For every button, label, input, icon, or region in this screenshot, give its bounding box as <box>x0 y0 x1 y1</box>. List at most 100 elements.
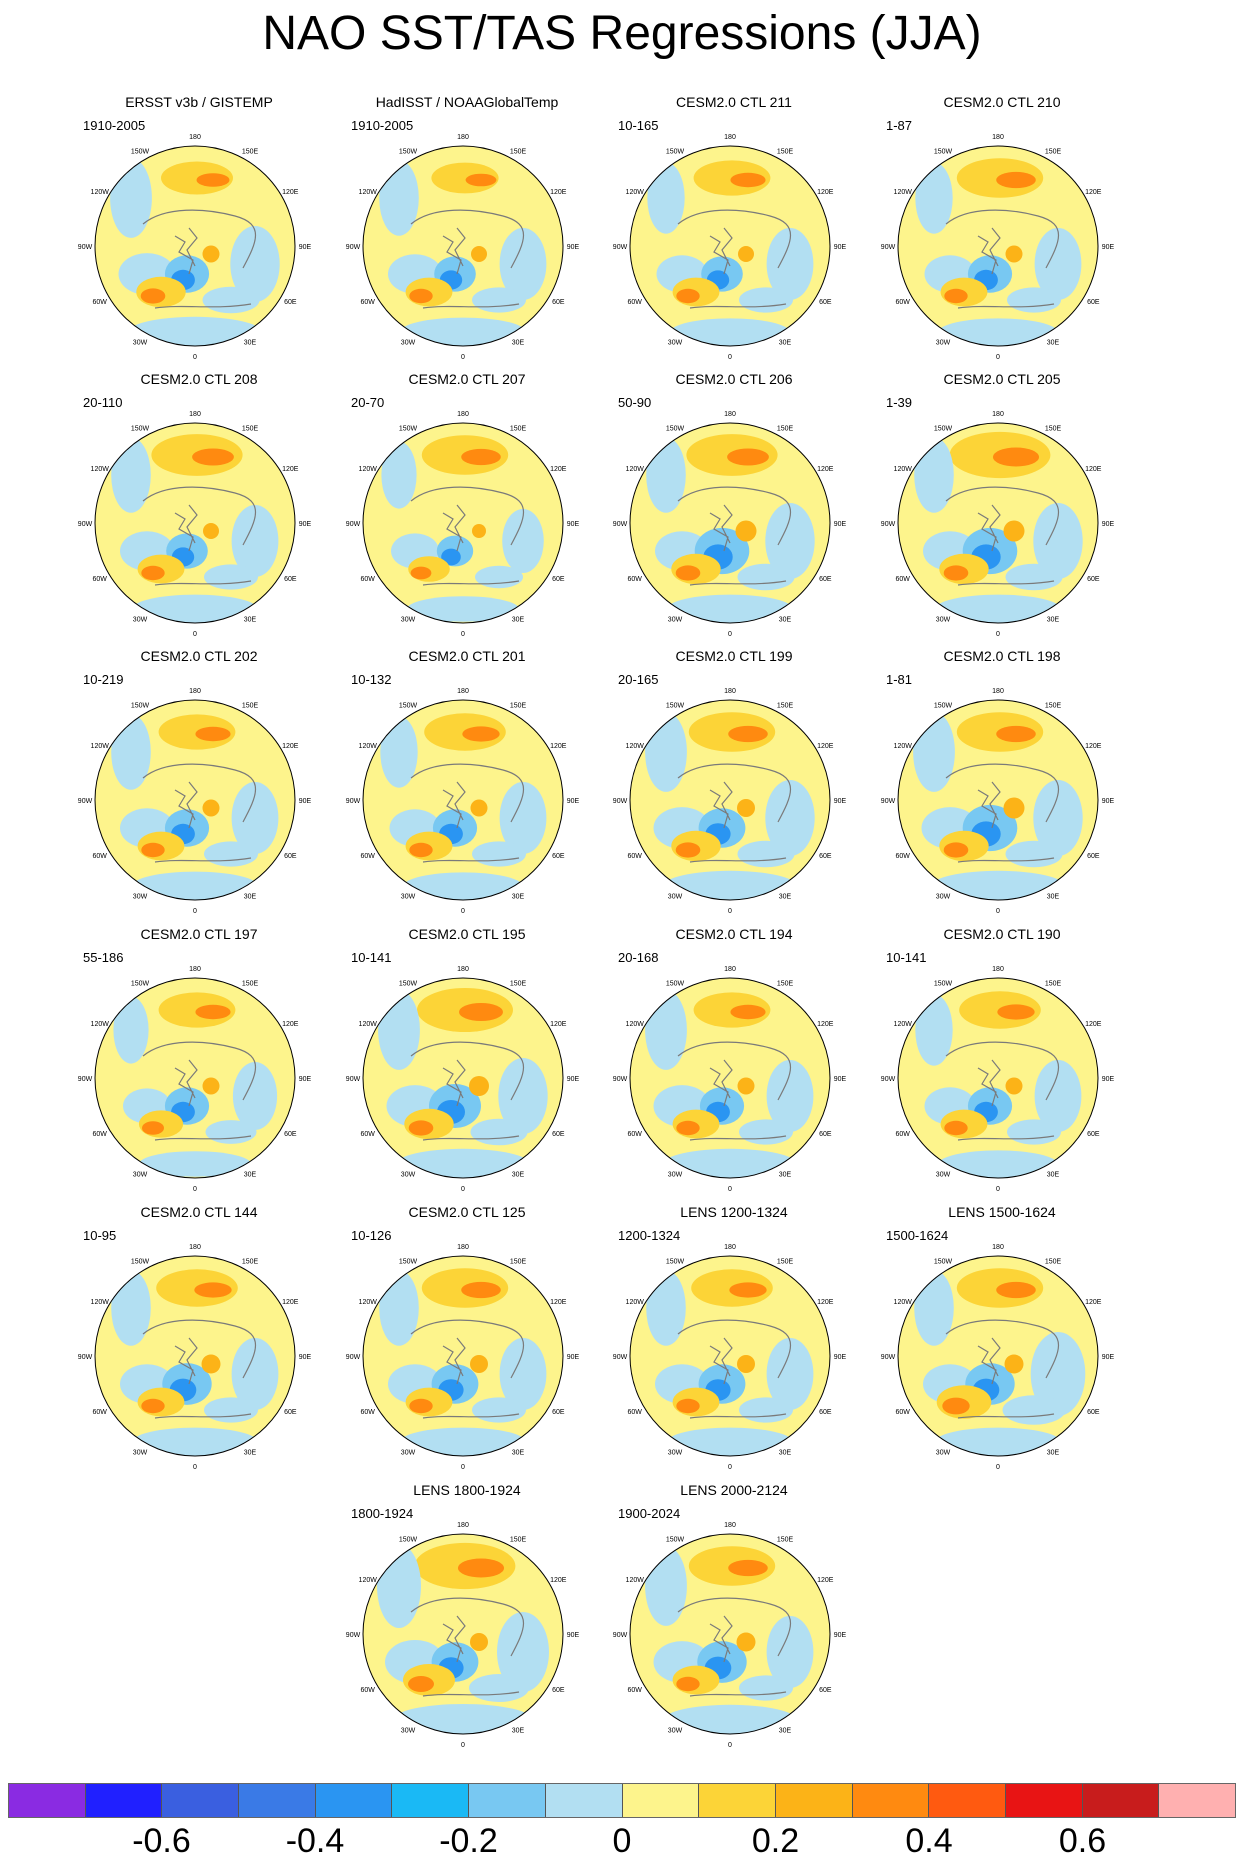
longitude-label: 180 <box>189 411 201 418</box>
longitude-label: 120W <box>626 189 645 196</box>
anomaly-region <box>944 1120 968 1136</box>
longitude-label: 30W <box>668 1171 683 1178</box>
coastlines <box>142 486 256 586</box>
longitude-label: 150E <box>777 149 794 156</box>
longitude-label: 30W <box>936 1171 951 1178</box>
longitude-label: 180 <box>992 688 1004 695</box>
longitude-label: 30E <box>244 1449 257 1456</box>
map-boundary <box>362 422 564 624</box>
anomaly-region <box>645 712 687 792</box>
map-panel: CESM2.0 CTL 205 1-39 180 150E 120E 90E 60E 30E 0… <box>872 371 1132 643</box>
anomaly-region <box>727 448 769 466</box>
map-boundary <box>897 1255 1099 1457</box>
colorbar-swatch <box>469 1784 546 1817</box>
anomaly-region <box>499 228 547 300</box>
longitude-label: 60W <box>92 576 107 583</box>
anomaly-region <box>938 318 1058 346</box>
longitude-label: 30E <box>1047 893 1060 900</box>
polar-map: 180 150E 120E 90E 60E 30E 0 30W 60W 90W 120W 150W <box>613 1244 847 1471</box>
coastlines <box>410 1041 524 1141</box>
longitude-label: 150E <box>510 1537 527 1544</box>
longitude-label: 120W <box>626 1577 645 1584</box>
longitude-label: 60W <box>92 1131 107 1138</box>
longitude-label: 180 <box>724 688 736 695</box>
longitude-label: 120W <box>894 743 913 750</box>
panel-title: CESM2.0 CTL 201 <box>408 648 526 664</box>
anomaly-region <box>396 1148 530 1178</box>
longitude-label: 60W <box>627 1687 642 1694</box>
anomaly-region <box>230 226 280 302</box>
colorbar-swatch <box>315 1784 393 1817</box>
colorbar-swatch <box>162 1784 240 1817</box>
longitude-label: 0 <box>461 354 465 361</box>
panel-years: 10-141 <box>886 950 927 965</box>
polar-map: 180 150E 120E 90E 60E 30E 0 30W 60W 90W 120W 150W <box>346 411 580 638</box>
anomaly-region <box>736 1632 756 1652</box>
anomaly-region <box>914 437 954 513</box>
longitude-label: 180 <box>992 966 1004 973</box>
longitude-label: 150W <box>666 981 685 988</box>
longitude-label: 60E <box>552 299 565 306</box>
longitude-label: 90E <box>299 1076 312 1083</box>
map-boundary <box>362 1255 564 1457</box>
longitude-label: 120E <box>550 1577 567 1584</box>
anomaly-region <box>1002 1395 1066 1425</box>
coastlines <box>410 1319 524 1419</box>
longitude-label: 30W <box>936 893 951 900</box>
anomaly-region <box>997 1004 1035 1020</box>
anomaly-region <box>667 594 793 623</box>
anomaly-region <box>992 447 1040 467</box>
anomaly-region <box>943 565 969 581</box>
longitude-label: 60E <box>284 1409 297 1416</box>
longitude-label: 0 <box>996 631 1000 638</box>
longitude-label: 180 <box>724 1244 736 1251</box>
longitude-label: 180 <box>992 411 1004 418</box>
anomaly-region <box>471 246 487 262</box>
longitude-label: 120W <box>359 1299 378 1306</box>
colorbar-swatch <box>622 1784 700 1817</box>
coastlines <box>410 763 524 863</box>
longitude-label: 150E <box>777 703 794 710</box>
longitude-label: 0 <box>461 631 465 638</box>
longitude-label: 150E <box>242 149 259 156</box>
polar-map: 180 150E 120E 90E 60E 30E 0 30W 60W 90W 120W 150W <box>78 134 312 361</box>
map-boundary <box>94 977 296 1179</box>
longitude-label: 30E <box>1047 1171 1060 1178</box>
anomaly-region <box>663 870 797 900</box>
polar-map: 180 150E 120E 90E 60E 30E 0 30W 60W 90W 120W 150W <box>78 688 312 915</box>
anomaly-region <box>203 523 219 539</box>
coastlines <box>945 486 1059 586</box>
longitude-label: 90E <box>834 521 847 528</box>
anomaly-region <box>1034 228 1082 300</box>
anomaly-region <box>498 1058 548 1134</box>
longitude-label: 120E <box>1085 466 1102 473</box>
longitude-label: 30E <box>244 893 257 900</box>
colorbar-swatch <box>852 1784 930 1817</box>
longitude-label: 60W <box>360 299 375 306</box>
longitude-label: 150W <box>131 981 150 988</box>
longitude-label: 90W <box>346 1632 361 1639</box>
longitude-label: 60W <box>360 1409 375 1416</box>
polar-map: 180 150E 120E 90E 60E 30E 0 30W 60W 90W 120W 150W <box>346 966 580 1193</box>
longitude-label: 120E <box>282 1299 299 1306</box>
longitude-label: 60E <box>552 1687 565 1694</box>
anomaly-region <box>675 842 701 858</box>
longitude-label: 150W <box>399 426 418 433</box>
longitude-label: 150W <box>131 149 150 156</box>
colorbar <box>8 1783 1236 1818</box>
anomaly-region <box>470 1118 528 1146</box>
anomaly-region <box>915 162 953 234</box>
longitude-label: 60W <box>92 853 107 860</box>
anomaly-region <box>737 799 755 817</box>
longitude-label: 30W <box>936 616 951 623</box>
longitude-label: 30E <box>244 339 257 346</box>
longitude-label: 90W <box>78 521 93 528</box>
longitude-label: 120W <box>894 189 913 196</box>
longitude-label: 60E <box>552 576 565 583</box>
anomaly-region <box>676 288 700 304</box>
anomaly-region <box>407 596 519 622</box>
longitude-label: 150W <box>399 1259 418 1266</box>
longitude-label: 180 <box>457 411 469 418</box>
longitude-label: 150E <box>777 426 794 433</box>
longitude-label: 90E <box>1102 798 1115 805</box>
